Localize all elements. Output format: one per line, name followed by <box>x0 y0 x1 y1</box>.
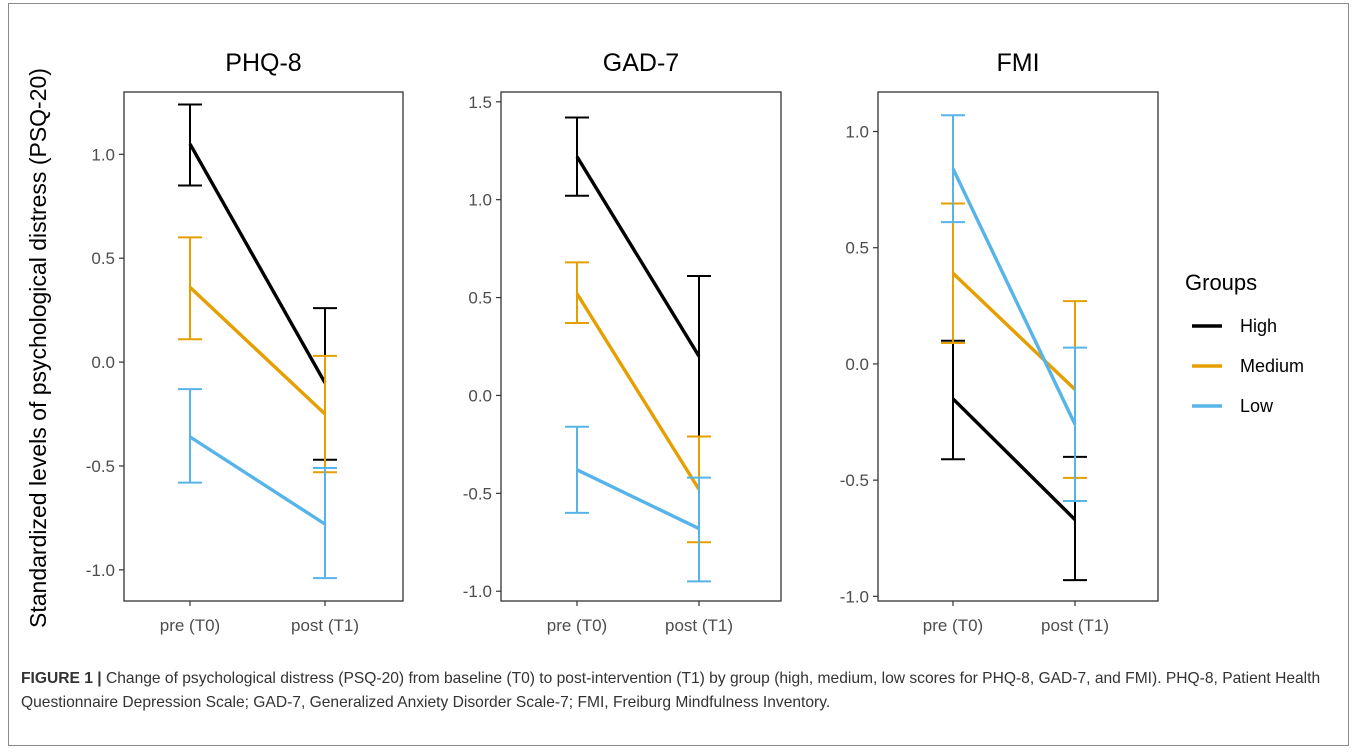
series-line <box>951 167 1077 426</box>
series-line <box>188 143 327 384</box>
figure-caption: FIGURE 1 | Change of psychological distr… <box>21 667 1341 715</box>
series-line <box>576 468 700 531</box>
series-line <box>575 155 701 358</box>
caption-text: Change of psychological distress (PSQ-20… <box>21 670 1321 711</box>
y-tick-label: -1.0 <box>463 582 492 601</box>
y-tick-label: 1.0 <box>468 191 492 210</box>
series-line <box>951 272 1077 391</box>
y-tick-label: -1.0 <box>840 587 869 606</box>
x-tick-label: post (T1) <box>665 616 733 635</box>
series-line <box>189 435 326 526</box>
panel-gad-7: GAD-7 -1.0 -0.5 0.0 0.5 1.0 1.5 pre (T0) post (T… <box>463 49 782 635</box>
chart: Standardized levels of psychological dis… <box>25 49 1304 635</box>
panel-phq-8: PHQ-8 -1.0 -0.5 0.0 0.5 1.0 pre (T0) post (T1) <box>86 49 404 635</box>
series-high <box>941 339 1087 582</box>
y-tick-label: 1.0 <box>845 123 869 142</box>
x-tick-label: post (T1) <box>1041 616 1109 635</box>
caption-label: FIGURE 1 | <box>21 670 102 687</box>
panel-border <box>877 91 1159 602</box>
series-line <box>188 286 327 416</box>
y-tick-label: -0.5 <box>840 471 869 490</box>
series-line <box>951 397 1077 521</box>
y-tick-label: -0.5 <box>86 457 115 476</box>
series-low <box>941 114 1087 503</box>
y-tick-label: 1.5 <box>468 93 492 112</box>
panel-title: FMI <box>996 49 1039 77</box>
y-tick-label: 0.5 <box>468 289 492 308</box>
y-tick-label: -0.5 <box>463 484 492 503</box>
legend-label-medium: Medium <box>1240 356 1304 376</box>
x-tick-label: pre (T0) <box>547 616 607 635</box>
y-tick-label: 0.0 <box>468 386 492 405</box>
y-axis-label: Standardized levels of psychological dis… <box>25 68 51 628</box>
series-low <box>565 425 711 583</box>
legend-title: Groups <box>1185 270 1257 295</box>
y-tick-label: 0.5 <box>845 239 869 258</box>
series-low <box>178 388 337 580</box>
series-high <box>565 116 711 438</box>
legend-label-high: High <box>1240 316 1277 336</box>
panel-title: GAD-7 <box>603 49 679 77</box>
panel-fmi: FMI -1.0 -0.5 0.0 0.5 1.0 pre (T0) post (T1) <box>840 49 1159 635</box>
figure-frame <box>8 3 1349 746</box>
legend-label-low: Low <box>1240 396 1274 416</box>
x-tick-label: pre (T0) <box>923 616 983 635</box>
series-line <box>575 292 701 491</box>
y-tick-label: -1.0 <box>86 561 115 580</box>
y-tick-label: 0.5 <box>91 249 115 268</box>
panel-title: PHQ-8 <box>225 49 301 77</box>
y-tick-label: 0.0 <box>91 353 115 372</box>
x-tick-label: post (T1) <box>291 616 359 635</box>
series-medium <box>178 236 337 474</box>
panel-border <box>123 91 404 602</box>
y-tick-label: 1.0 <box>91 145 115 164</box>
series-high <box>178 103 337 461</box>
panel-border <box>500 91 782 602</box>
y-tick-label: 0.0 <box>845 355 869 374</box>
legend: Groups High Medium Low <box>1185 270 1304 416</box>
x-tick-label: pre (T0) <box>160 616 220 635</box>
